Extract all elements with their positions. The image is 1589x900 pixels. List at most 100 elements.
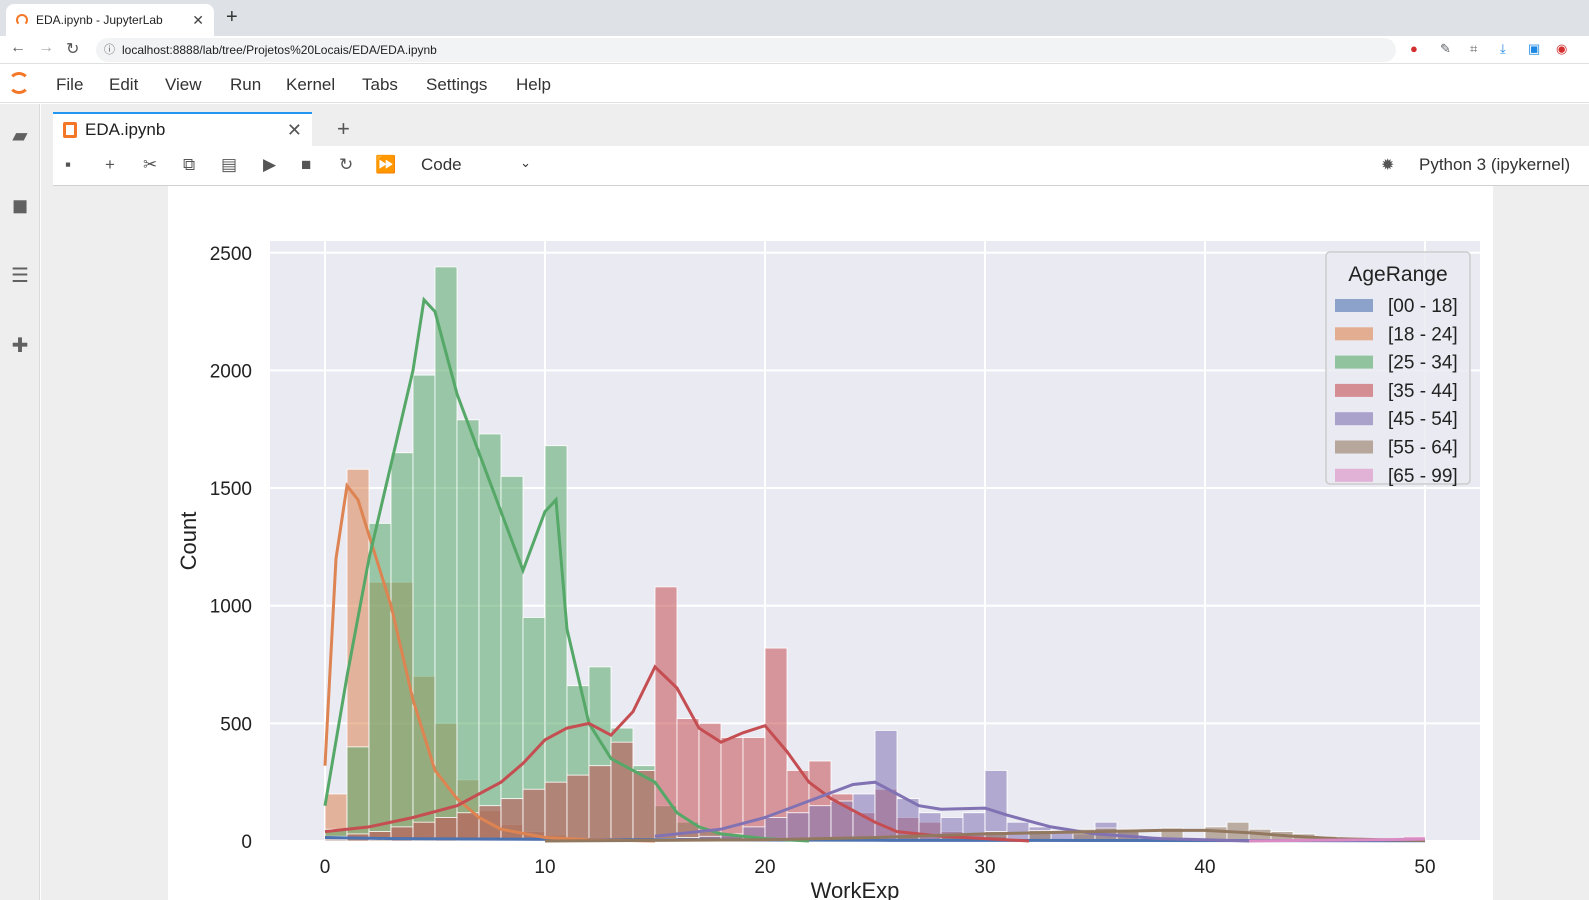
legend-entry: [45 - 54]	[1388, 409, 1458, 430]
stop-icon[interactable]: ■	[301, 155, 312, 174]
kde-line	[1248, 837, 1426, 843]
y-tick-label: 0	[241, 832, 252, 853]
histogram-bar	[610, 741, 634, 842]
url-field[interactable]: ⓘ localhost:8888/lab/tree/Projetos%20Loc…	[96, 38, 1396, 62]
save-icon[interactable]: ▪	[65, 155, 72, 174]
cut-icon[interactable]: ✂	[143, 155, 158, 174]
legend-entry: [25 - 34]	[1388, 353, 1458, 374]
new-launcher-icon[interactable]: +	[337, 116, 350, 141]
legend-entry: [35 - 44]	[1388, 381, 1458, 402]
legend-swatch	[1335, 412, 1373, 426]
copy-icon[interactable]: ⧉	[183, 155, 196, 174]
menu-run[interactable]: Run	[230, 75, 262, 94]
notebook-tab-label: EDA.ipynb	[85, 120, 166, 139]
histogram-bar	[456, 419, 480, 842]
forward-icon[interactable]: →	[38, 39, 54, 56]
capture-extension-icon[interactable]: ▣	[1528, 41, 1541, 56]
histogram-bar	[808, 805, 832, 842]
paste-icon[interactable]: ▤	[221, 155, 238, 174]
site-info-icon[interactable]: ⓘ	[104, 44, 115, 56]
legend-title: AgeRange	[1348, 263, 1447, 286]
jupyter-favicon-icon	[16, 14, 28, 26]
legend-entry: [55 - 64]	[1388, 438, 1458, 459]
x-tick-label: 40	[1194, 857, 1215, 878]
opera-extension-icon[interactable]: ●	[1410, 41, 1418, 56]
record-extension-icon[interactable]: ◉	[1556, 41, 1568, 56]
extension-icon[interactable]: ✚	[11, 335, 29, 357]
chevron-down-icon: ⌄	[520, 155, 531, 170]
menu-help[interactable]: Help	[516, 75, 551, 94]
y-tick-label: 2000	[210, 361, 252, 382]
close-icon[interactable]: ✕	[286, 119, 302, 140]
cell-type-select[interactable]: Code ⌄	[421, 155, 531, 175]
kde-line	[323, 296, 810, 843]
menu-kernel[interactable]: Kernel	[286, 75, 336, 94]
histogram-bar	[412, 374, 436, 842]
histogram-chart: 0 10 20 30 40 5005001000150020002500CountWork…	[176, 241, 1480, 900]
back-icon[interactable]: ←	[10, 39, 26, 56]
legend-entry: [65 - 99]	[1388, 466, 1458, 487]
running-icon[interactable]: ◼	[11, 195, 29, 217]
histogram-bar	[500, 798, 524, 842]
color-picker-extension-icon[interactable]: ✎	[1440, 41, 1451, 56]
code-extension-icon[interactable]: ⌗	[1470, 41, 1478, 56]
output-cell[interactable]: 0 10 20 30 40 50 0 500 1000 1500 2000 2500 Count Work…	[168, 186, 1493, 900]
legend-swatch	[1335, 440, 1373, 454]
y-tick-label: 1500	[210, 479, 252, 500]
histogram-bar	[984, 770, 1008, 842]
legend-swatch	[1335, 468, 1373, 482]
kde-line	[654, 780, 1250, 843]
legend-swatch	[1335, 355, 1373, 369]
histogram-bar	[500, 475, 524, 842]
kde-line	[323, 482, 656, 843]
legend-swatch	[1335, 327, 1373, 341]
histogram-bar	[566, 774, 590, 842]
menu-tabs[interactable]: Tabs	[362, 75, 398, 94]
browser-tab-title: EDA.ipynb - JupyterLab	[36, 13, 163, 27]
close-tab-icon[interactable]: ✕	[192, 11, 204, 28]
legend-swatch	[1335, 383, 1373, 397]
y-tick-label: 500	[220, 714, 252, 735]
menu-settings[interactable]: Settings	[426, 75, 488, 94]
x-tick-label: 30	[974, 857, 995, 878]
histogram-bar	[588, 765, 612, 842]
histogram-bar	[456, 812, 480, 842]
histogram-bar	[478, 433, 502, 842]
histogram-bar	[324, 839, 348, 842]
restart-icon[interactable]: ↻	[339, 155, 354, 174]
x-tick-label: 50	[1414, 857, 1435, 878]
x-tick-label: 20	[754, 857, 775, 878]
menu-edit[interactable]: Edit	[109, 75, 139, 94]
histogram-bar	[654, 586, 678, 842]
histogram-bar	[676, 718, 700, 842]
menu-file[interactable]: File	[56, 75, 84, 94]
toc-icon[interactable]: ☰	[11, 265, 29, 287]
histogram-bar	[786, 812, 810, 842]
new-tab-icon[interactable]: +	[226, 6, 238, 28]
folder-icon[interactable]: ▰	[12, 125, 28, 147]
add-icon[interactable]: +	[105, 155, 115, 174]
notebook-toolbar: ▪ + ✂ ⧉ ▤ ▶ ■ ↻ ⏩ Code ⌄ ✹ Python 3 (ipy…	[53, 146, 1589, 186]
address-bar: ← → ↻ ⓘ localhost:8888/lab/tree/Projetos…	[0, 36, 1589, 64]
download-extension-icon[interactable]: ⤓	[1500, 41, 1506, 56]
y-tick-label: 2500	[210, 244, 252, 265]
reload-icon[interactable]: ↻	[66, 41, 80, 58]
kernel-name[interactable]: Python 3 (ipykernel)	[1419, 155, 1571, 174]
histogram-bar	[742, 737, 766, 842]
kde-line	[324, 664, 1030, 843]
y-tick-label: 1000	[210, 597, 252, 618]
notebook-tab[interactable]: EDA.ipynb ✕	[53, 112, 312, 146]
x-tick-label: 10	[534, 857, 555, 878]
fast-forward-icon[interactable]: ⏩	[375, 155, 397, 174]
run-icon[interactable]: ▶	[263, 155, 277, 174]
url-text: localhost:8888/lab/tree/Projetos%20Locai…	[122, 43, 437, 57]
debugger-icon[interactable]: ✹	[1381, 157, 1395, 174]
browser-tabstrip: EDA.ipynb - JupyterLab ✕ +	[0, 0, 1589, 36]
main-area: EDA.ipynb ✕ + ▪ + ✂ ⧉ ▤ ▶ ■ ↻ ⏩ Code ⌄ ✹…	[41, 104, 1589, 900]
left-sidebar: ▰ ◼ ☰ ✚	[0, 104, 40, 900]
menu-view[interactable]: View	[165, 75, 202, 94]
browser-tab[interactable]: EDA.ipynb - JupyterLab ✕	[6, 4, 214, 36]
x-tick-label: 0	[320, 857, 331, 878]
notebook-panel[interactable]: 0 10 20 30 40 50 0 500 1000 1500 2000 2500 Count Work…	[53, 186, 1589, 900]
x-axis-label: WorkExp	[811, 878, 900, 900]
